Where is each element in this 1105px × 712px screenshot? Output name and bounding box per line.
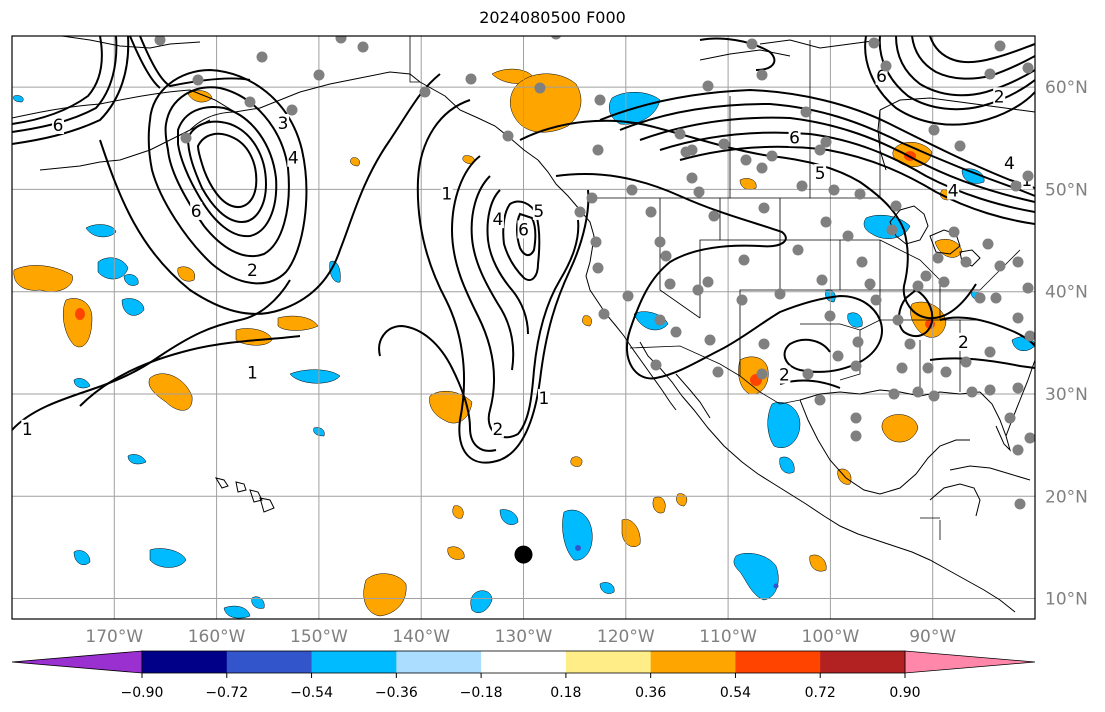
latitude-tick-label: 30°N	[1045, 385, 1088, 405]
contour-label: 2	[994, 87, 1005, 107]
latitude-tick-label: 20°N	[1045, 487, 1088, 507]
longitude-tick-label: 100°W	[802, 627, 860, 647]
contour-label: 2	[247, 261, 258, 281]
colorbar-segment	[820, 651, 906, 673]
longitude-tick-label: 120°W	[597, 627, 655, 647]
colorbar-frame	[141, 650, 906, 674]
contour-label: 1	[441, 185, 452, 205]
contour-label: 2	[493, 420, 504, 440]
longitude-tick-label: 130°W	[495, 627, 553, 647]
longitude-tick-label: 110°W	[699, 627, 757, 647]
contour-label: 4	[1004, 154, 1015, 174]
contour-label-background	[52, 116, 65, 135]
contour-label-background	[517, 220, 530, 239]
contour-label: 3	[278, 114, 289, 134]
political-borders	[409, 36, 1021, 540]
contour-label: 1	[22, 420, 33, 440]
contour-label-background	[957, 332, 970, 351]
colorbar-tick-label: −0.36	[375, 685, 418, 701]
latitude-tick-label: 40°N	[1045, 283, 1088, 303]
contour-label: 4	[948, 181, 959, 201]
colorbar-over-extension	[904, 650, 1036, 674]
colorbar-segment	[226, 651, 313, 673]
contour-label: 2	[779, 366, 790, 386]
contour-label-background	[491, 419, 504, 438]
contour-label-background	[21, 419, 34, 438]
contour-label: 1	[247, 364, 258, 384]
longitude-labels: 170°W 160°W 150°W 140°W 130°W 120°W 110°W 100°W…	[85, 627, 956, 647]
map-frame	[11, 35, 1036, 620]
colorbar-tick-label: 0.18	[550, 685, 581, 701]
longitude-tick-label: 140°W	[392, 627, 450, 647]
latitude-tick-label: 10°N	[1045, 590, 1088, 610]
contour-label: 5	[815, 164, 826, 184]
latitude-tick-label: 50°N	[1045, 180, 1088, 200]
longitude-tick-label: 90°W	[909, 627, 956, 647]
observation-stations	[154, 36, 1035, 510]
colorbar-tick-label: 0.54	[720, 685, 751, 701]
contour-label-background	[491, 210, 504, 229]
contour-label-background	[440, 184, 453, 203]
contour-label-background	[190, 201, 203, 220]
contour-label: 6	[876, 67, 887, 87]
colorbar-tick-label: 0.36	[635, 685, 666, 701]
contour-label-background	[532, 201, 545, 220]
contour-label: 4	[493, 210, 504, 230]
colorbar-segment	[650, 651, 736, 673]
contour-label: 6	[789, 128, 800, 148]
contour-label-background	[246, 261, 259, 280]
contour-label: 1	[539, 389, 550, 409]
contour-label-background	[788, 128, 801, 147]
contour-label-background	[246, 363, 259, 382]
contour-label: 6	[53, 116, 64, 136]
colorbar-tick-label: −0.54	[290, 685, 333, 701]
colorbar-segment	[311, 651, 397, 673]
contour-label-background	[993, 87, 1006, 106]
contour-label-background	[875, 66, 888, 85]
contour-lines	[12, 36, 1035, 464]
colorbar-tick-label: −0.18	[460, 685, 503, 701]
contour-label: 6	[518, 220, 529, 240]
storm-center-marker	[514, 545, 533, 564]
contour-label-background	[1003, 153, 1016, 172]
latitude-labels: 10°N 20°N 30°N 40°N 50°N 60°N	[1045, 78, 1088, 609]
colorbar-segment	[735, 651, 821, 673]
colorbar-tick-label: 0.90	[889, 685, 920, 701]
colorbar-segment	[481, 651, 567, 673]
strong-negative-shading	[575, 545, 779, 589]
colorbar	[11, 650, 1036, 674]
colorbar-segment	[565, 651, 652, 673]
longitude-tick-label: 170°W	[85, 627, 143, 647]
map-title: 2024080500 F000	[479, 8, 626, 27]
colorbar-segment	[142, 651, 228, 673]
colorbar-tick-label: 0.72	[805, 685, 836, 701]
contour-label-background	[947, 181, 960, 200]
colorbar-segment	[396, 651, 482, 673]
longitude-tick-label: 150°W	[290, 627, 348, 647]
colorbar-tick-label: −0.72	[205, 685, 248, 701]
contour-label-background	[277, 113, 290, 132]
contour-label-background	[778, 365, 791, 384]
colorbar-tick-label: −0.90	[121, 685, 164, 701]
contour-label-background	[287, 148, 300, 167]
latitude-tick-label: 60°N	[1045, 78, 1088, 98]
contour-label: 5	[533, 202, 544, 222]
contour-label-background	[537, 389, 550, 408]
contour-label: 4	[288, 149, 299, 169]
colorbar-labels: −0.90 −0.72 −0.54 −0.36 −0.18 0.18 0.36 0.54 0.7…	[121, 673, 921, 701]
contour-label: 2	[958, 333, 969, 353]
contour-label: 6	[191, 202, 202, 222]
longitude-tick-label: 160°W	[188, 627, 246, 647]
colorbar-under-extension	[11, 650, 143, 674]
contour-label-background	[814, 164, 827, 183]
